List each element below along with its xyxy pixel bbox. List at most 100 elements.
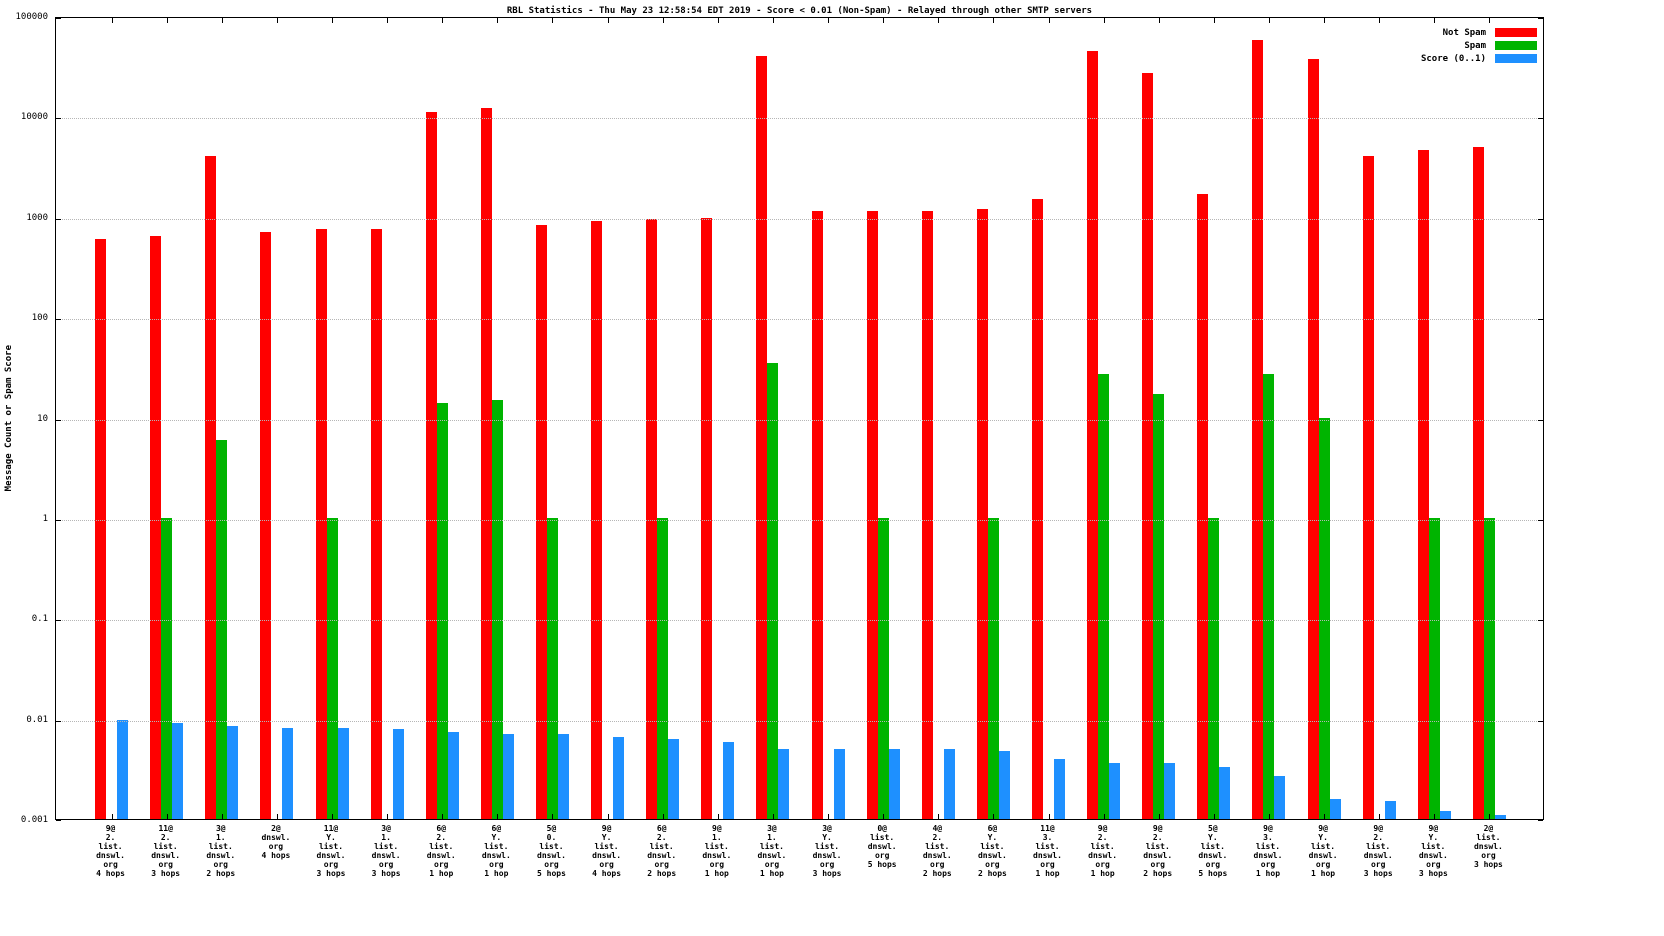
bar-not-spam bbox=[535, 225, 547, 819]
x-tick-mark bbox=[1268, 18, 1270, 23]
bar-not-spam bbox=[1472, 146, 1484, 819]
bar-score bbox=[943, 748, 955, 819]
y-tick-mark bbox=[56, 18, 61, 19]
y-tick-mark bbox=[56, 620, 61, 622]
bar-spam bbox=[767, 362, 779, 819]
y-tick-mark bbox=[56, 319, 61, 321]
x-tick-mark bbox=[276, 814, 278, 819]
x-tick-mark bbox=[1434, 18, 1436, 23]
legend-label: Score (0..1) bbox=[1420, 53, 1486, 64]
x-tick-mark bbox=[717, 18, 719, 23]
y-tick-mark bbox=[56, 720, 61, 722]
x-tick-mark bbox=[552, 814, 554, 819]
x-tick-mark bbox=[1324, 814, 1326, 819]
bar-spam bbox=[326, 517, 338, 819]
bar-score bbox=[392, 729, 404, 819]
bar-not-spam bbox=[1197, 193, 1209, 819]
y-tick-mark bbox=[56, 118, 61, 120]
x-tick-mark bbox=[772, 18, 774, 23]
bar-score bbox=[1109, 763, 1121, 819]
y-tick-mark bbox=[1538, 118, 1543, 120]
x-category-label: 6@ 2. list. dnswl. org 1 hop bbox=[426, 824, 456, 878]
x-tick-mark bbox=[883, 18, 885, 23]
x-category-label: 2@ dnswl. org 4 hops bbox=[261, 824, 291, 860]
bar-not-spam bbox=[205, 156, 217, 819]
gridline bbox=[56, 419, 1543, 421]
x-category-label: 9@ 2. list. dnswl. org 1 hop bbox=[1088, 824, 1118, 878]
x-tick-mark bbox=[1158, 18, 1160, 23]
bar-score bbox=[888, 748, 900, 819]
y-tick-mark bbox=[1538, 820, 1543, 821]
bar-not-spam bbox=[1032, 199, 1044, 819]
bar-not-spam bbox=[976, 208, 988, 819]
gridline bbox=[56, 118, 1543, 120]
y-tick-mark bbox=[1538, 519, 1543, 521]
bar-not-spam bbox=[921, 210, 933, 819]
bar-score bbox=[502, 734, 514, 819]
plot-area: Not Spam Spam Score (0..1) bbox=[55, 17, 1544, 821]
bar-score bbox=[833, 748, 845, 819]
legend-label: Not Spam bbox=[1442, 27, 1486, 38]
x-category-label: 6@ Y. list. dnswl. org 2 hops bbox=[977, 824, 1007, 878]
legend: Not Spam Spam Score (0..1) bbox=[1421, 26, 1537, 65]
bar-score bbox=[1329, 798, 1341, 819]
x-tick-mark bbox=[1103, 18, 1105, 23]
bar-not-spam bbox=[150, 235, 162, 819]
bar-spam bbox=[877, 517, 889, 819]
x-tick-mark bbox=[166, 814, 168, 819]
x-category-label: 6@ Y. list. dnswl. org 1 hop bbox=[481, 824, 511, 878]
x-tick-mark bbox=[1489, 18, 1491, 23]
x-tick-mark bbox=[938, 18, 940, 23]
x-tick-mark bbox=[993, 18, 995, 23]
bar-score bbox=[1274, 775, 1286, 819]
bar-not-spam bbox=[425, 112, 437, 819]
x-category-label: 3@ Y. list. dnswl. org 3 hops bbox=[812, 824, 842, 878]
bar-not-spam bbox=[95, 239, 107, 819]
bar-score bbox=[613, 737, 625, 819]
x-tick-mark bbox=[332, 814, 334, 819]
bar-score bbox=[723, 742, 735, 819]
bar-not-spam bbox=[260, 232, 272, 819]
x-tick-mark bbox=[1489, 814, 1491, 819]
x-tick-mark bbox=[221, 18, 223, 23]
legend-item-score: Score (0..1) bbox=[1421, 52, 1537, 65]
y-tick-label: 10000 bbox=[20, 112, 48, 123]
x-category-label: 2@ list. dnswl. org 3 hops bbox=[1473, 824, 1503, 869]
x-category-label: 9@ 1. list. dnswl. org 1 hop bbox=[702, 824, 732, 878]
bar-not-spam bbox=[1087, 50, 1099, 819]
bar-score bbox=[668, 739, 680, 819]
x-tick-mark bbox=[993, 814, 995, 819]
bar-spam bbox=[1483, 517, 1495, 819]
x-tick-mark bbox=[1379, 814, 1381, 819]
bars-layer bbox=[56, 18, 1543, 819]
x-tick-mark bbox=[442, 18, 444, 23]
x-tick-mark bbox=[276, 18, 278, 23]
x-tick-mark bbox=[1268, 814, 1270, 819]
x-category-label: 9@ 2. list. dnswl. org 4 hops bbox=[96, 824, 125, 878]
x-category-label: 9@ Y. list. dnswl. org 1 hop bbox=[1308, 824, 1338, 878]
x-category-label: 11@ Y. list. dnswl. org 3 hops bbox=[316, 824, 346, 878]
y-tick-mark bbox=[1538, 319, 1543, 321]
x-tick-mark bbox=[607, 814, 609, 819]
x-category-label: 11@ 3. list. dnswl. org 1 hop bbox=[1033, 824, 1062, 878]
x-tick-mark bbox=[221, 814, 223, 819]
bar-score bbox=[227, 725, 239, 819]
legend-swatch bbox=[1495, 54, 1537, 63]
x-tick-mark bbox=[662, 814, 664, 819]
bar-not-spam bbox=[646, 219, 658, 819]
y-tick-label: 10 bbox=[37, 413, 48, 424]
bar-score bbox=[447, 731, 459, 819]
bar-spam bbox=[1263, 374, 1275, 819]
legend-item-not-spam: Not Spam bbox=[1421, 26, 1537, 39]
x-tick-mark bbox=[1324, 18, 1326, 23]
y-tick-mark bbox=[56, 419, 61, 421]
y-tick-mark bbox=[1538, 18, 1543, 19]
bar-spam bbox=[436, 402, 448, 819]
x-tick-mark bbox=[1213, 18, 1215, 23]
y-tick-label: 1 bbox=[42, 513, 48, 524]
x-tick-mark bbox=[717, 814, 719, 819]
bar-not-spam bbox=[370, 229, 382, 819]
bar-not-spam bbox=[1252, 39, 1264, 819]
legend-item-spam: Spam bbox=[1421, 39, 1537, 52]
bar-not-spam bbox=[866, 210, 878, 819]
